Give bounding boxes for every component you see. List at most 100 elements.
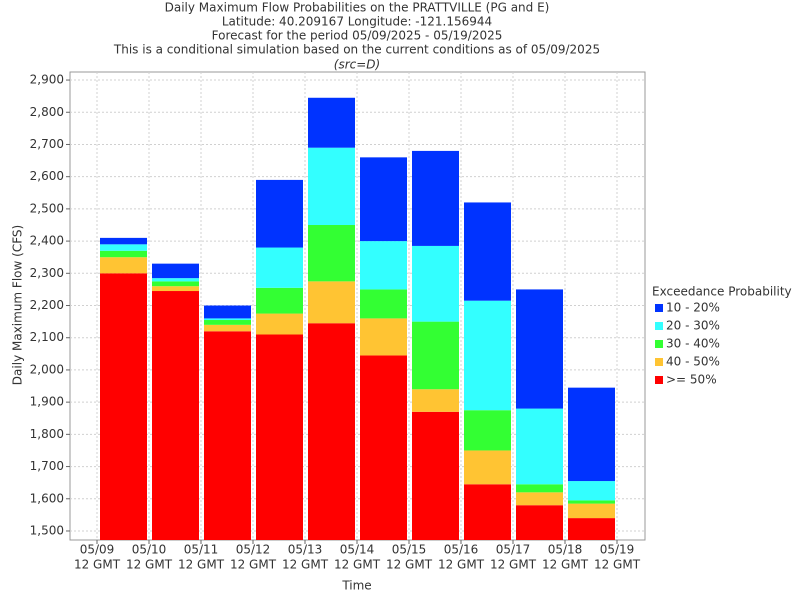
x-tick-label: 12 GMT [282,558,329,572]
bar-segment [152,291,199,540]
x-tick-label: 05/09 [80,543,115,557]
bar-segment [204,305,251,319]
bar-segment [464,300,511,411]
bar-segment [360,157,407,242]
bar-segment [516,289,563,409]
legend-label: 30 - 40% [666,337,720,351]
y-tick-label: 1,700 [30,459,64,473]
bar-segment [100,257,147,274]
bar-segment [308,323,355,540]
y-tick-label: 2,100 [30,330,64,344]
x-tick-label: 05/18 [548,543,583,557]
x-tick-label: 05/17 [496,543,531,557]
x-axis-label: Time [341,579,371,593]
y-tick-label: 1,600 [30,491,64,505]
bar-segment [256,334,303,540]
bar-segment [100,250,147,258]
x-tick-label: 05/14 [340,543,375,557]
legend-title: Exceedance Probability [652,285,792,299]
bar-segment [360,241,407,290]
x-tick-label: 12 GMT [334,558,381,572]
bar-segment [256,179,303,248]
bar-segment [308,97,355,148]
bar-segment [464,450,511,485]
legend-label: 40 - 50% [666,355,720,369]
x-tick-label: 12 GMT [594,558,641,572]
y-tick-label: 1,800 [30,427,64,441]
x-tick-label: 05/13 [288,543,323,557]
x-tick-label: 05/16 [444,543,479,557]
y-tick-label: 2,400 [30,234,64,248]
bar-segment [100,237,147,245]
bar-segment [204,331,251,540]
bar-segment [256,287,303,314]
x-tick-label: 12 GMT [230,558,277,572]
bar-segment [152,278,199,282]
x-tick-label: 05/19 [600,543,635,557]
bar-segment [360,318,407,356]
bar-segment [152,281,199,287]
x-tick-label: 05/11 [184,543,219,557]
bar-segment [360,289,407,319]
bar-segment [152,286,199,292]
bar-segment [568,387,615,482]
bar-segment [568,518,615,540]
x-tick-label: 12 GMT [386,558,433,572]
bar-segment [464,410,511,451]
y-tick-label: 1,500 [30,523,64,537]
legend-label: 20 - 30% [666,319,720,333]
x-tick-label: 12 GMT [126,558,173,572]
legend-swatch [655,340,663,348]
y-tick-label: 1,900 [30,395,64,409]
bar-segment [568,500,615,504]
x-tick-label: 05/12 [236,543,271,557]
x-tick-label: 05/10 [132,543,167,557]
bar-segment [412,150,459,246]
bar-segment [308,147,355,225]
bar-segment [360,355,407,540]
bar-segment [256,313,303,335]
chart-title: This is a conditional simulation based o… [113,43,600,57]
bar-segment [568,503,615,519]
bar-segment [204,318,251,321]
x-tick-label: 12 GMT [490,558,537,572]
bar-segment [568,481,615,501]
x-tick-label: 12 GMT [178,558,225,572]
x-tick-label: 05/15 [392,543,427,557]
bar-segment [308,224,355,282]
bar-segment [204,324,251,332]
legend-swatch [655,322,663,330]
bar-segment [464,202,511,301]
bar-segment [412,245,459,322]
bar-segment [308,281,355,324]
bar-segment [412,411,459,540]
bar-segment [516,484,563,493]
y-tick-label: 2,600 [30,169,64,183]
x-tick-label: 12 GMT [542,558,589,572]
y-tick-label: 2,300 [30,266,64,280]
y-tick-label: 2,900 [30,73,64,87]
chart-title: Latitude: 40.209167 Longitude: -121.1569… [222,15,492,29]
bar-segment [464,484,511,540]
y-tick-label: 2,200 [30,298,64,312]
y-tick-label: 2,000 [30,362,64,376]
legend-label: >= 50% [666,373,717,387]
y-tick-label: 2,500 [30,201,64,215]
legend-swatch [655,376,663,384]
x-tick-label: 12 GMT [438,558,485,572]
bar-segment [152,263,199,279]
legend-label: 10 - 20% [666,301,720,315]
x-tick-label: 12 GMT [74,558,121,572]
chart-title: Daily Maximum Flow Probabilities on the … [165,1,550,15]
legend-swatch [655,358,663,366]
bar-segment [516,505,563,540]
bar-segment [100,273,147,540]
bar-segment [256,247,303,288]
bar-segment [204,320,251,325]
bar-segment [516,492,563,506]
legend-swatch [655,304,663,312]
chart-title: Forecast for the period 05/09/2025 - 05/… [212,29,503,43]
y-tick-label: 2,700 [30,137,64,151]
y-tick-label: 2,800 [30,105,64,119]
